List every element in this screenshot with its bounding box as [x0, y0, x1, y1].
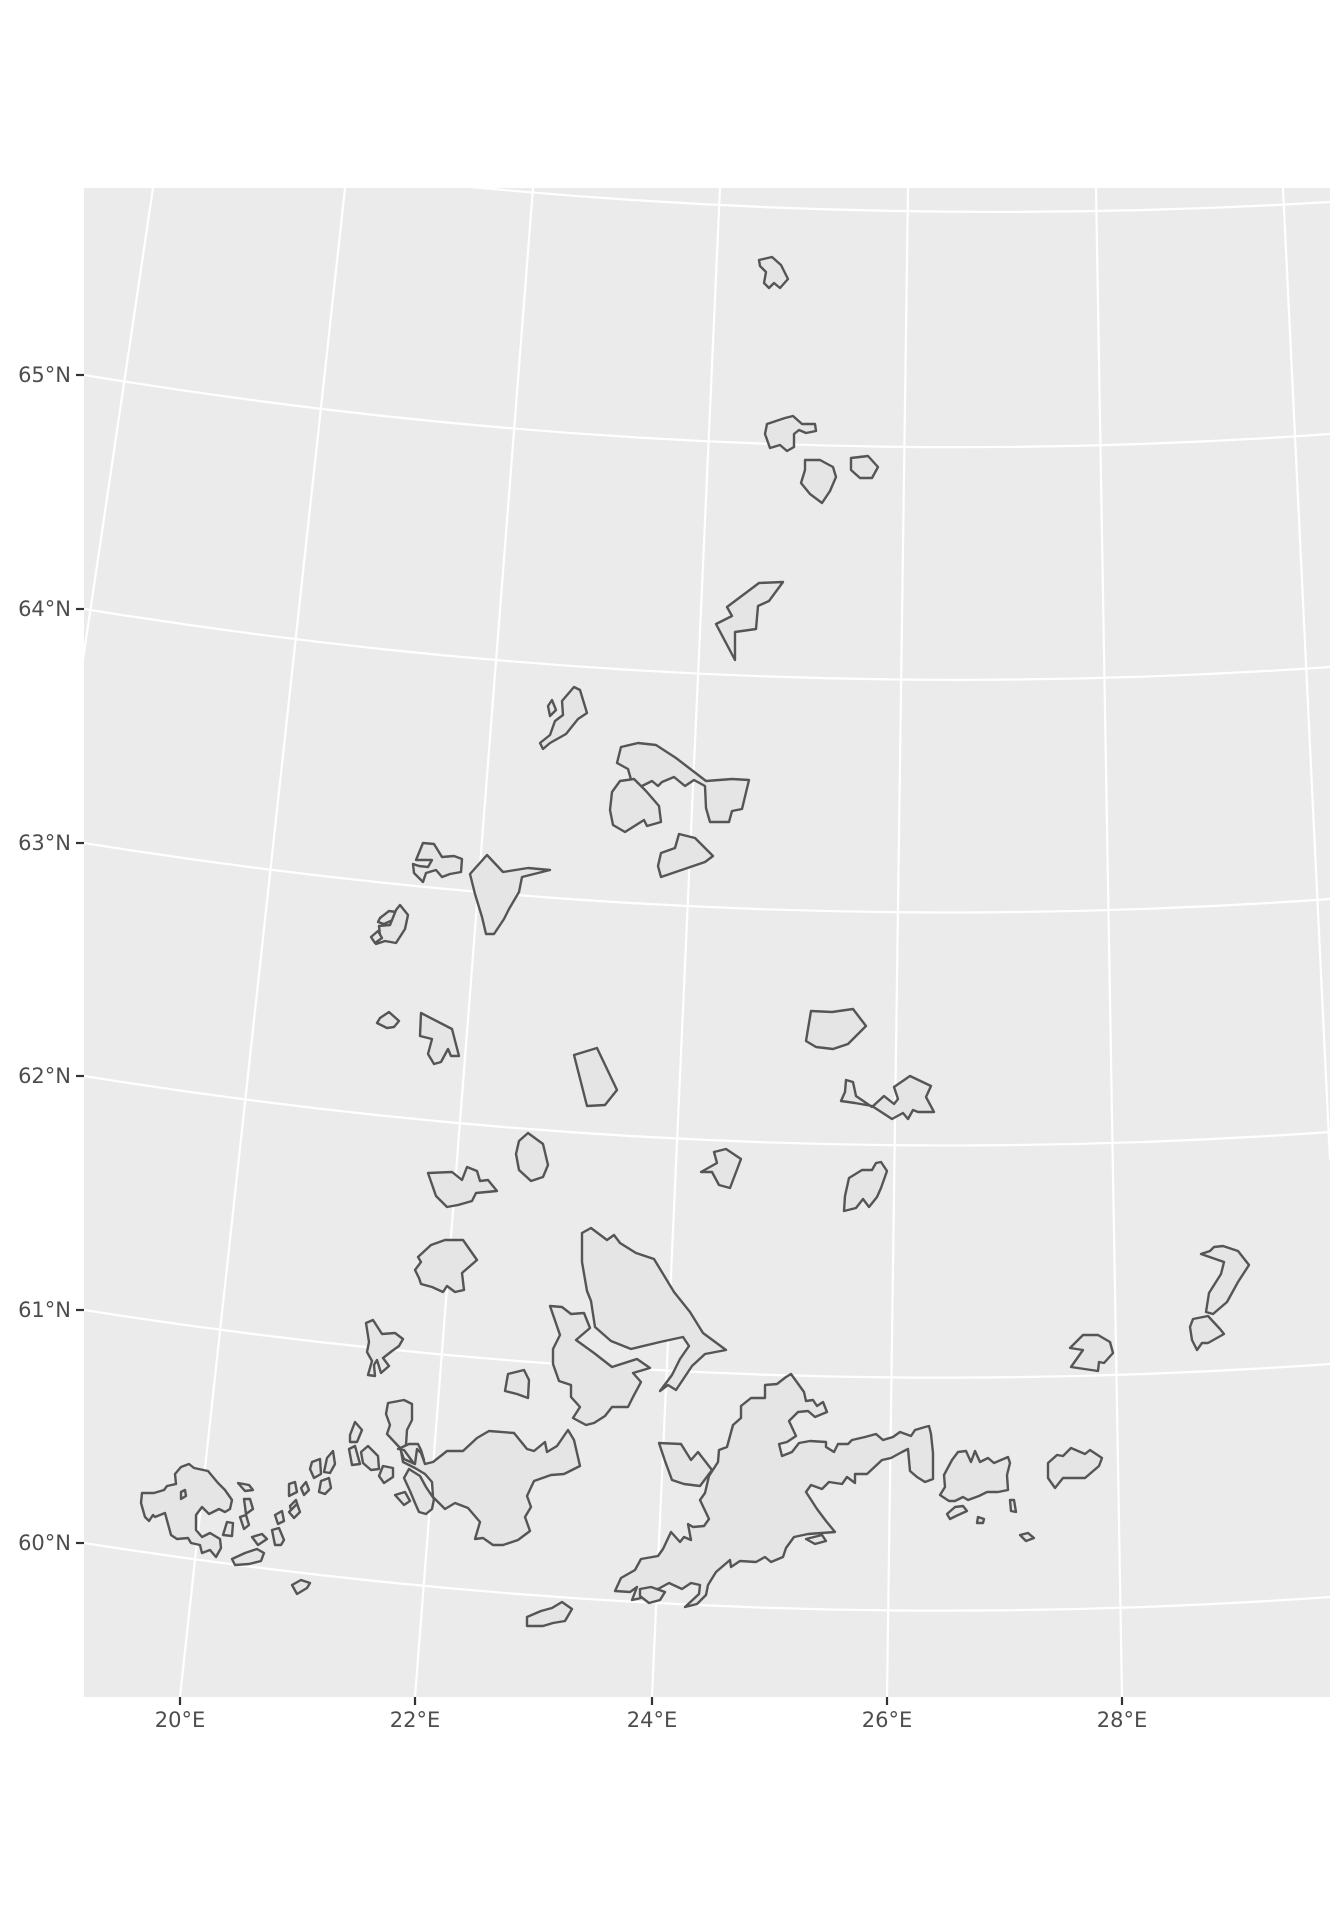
island-polygon — [242, 1497, 255, 1516]
island-polygon — [402, 1467, 436, 1516]
island-polygon — [317, 1476, 333, 1496]
latitude-label: 60°N — [18, 1531, 71, 1555]
island-polygon — [613, 1372, 935, 1609]
island-polygon — [572, 1046, 619, 1108]
island-polygon — [374, 903, 410, 946]
graticule-parallel — [84, 607, 1330, 681]
island-polygon — [757, 255, 790, 290]
island-polygon — [369, 929, 384, 945]
latitude-label: 65°N — [18, 363, 71, 387]
island-polygon — [221, 1520, 235, 1538]
island-polygon — [503, 1368, 531, 1400]
island-polygon — [938, 1449, 1012, 1503]
island-polygon — [945, 1504, 969, 1521]
latitude-label: 62°N — [18, 1064, 71, 1088]
latitude-label: 64°N — [18, 597, 71, 621]
island-polygon — [364, 1318, 405, 1378]
longitude-axis: 20°E 22°E 24°E 26°E 28°E — [155, 1697, 1148, 1732]
graticule-parallel — [84, 373, 1330, 449]
island-polygon — [657, 1441, 714, 1488]
map-panel — [84, 188, 1330, 1697]
island-polygon — [714, 580, 785, 662]
island-polygon — [238, 1513, 251, 1531]
island-polygon — [580, 1226, 728, 1393]
island-polygon — [638, 1585, 667, 1605]
island-polygon — [525, 1600, 574, 1628]
graticule-parallel — [84, 1074, 1330, 1147]
island-polygon — [308, 1457, 323, 1480]
island-polygon — [842, 1160, 889, 1213]
island-polygon — [763, 414, 818, 453]
island-polygon — [411, 841, 464, 884]
island-polygon — [273, 1509, 286, 1526]
graticule-meridian — [413, 188, 535, 1697]
island-polygon — [399, 1428, 582, 1547]
island-polygon — [270, 1526, 286, 1547]
island-polygon — [799, 458, 838, 505]
island-polygon — [538, 685, 589, 751]
island-polygon — [468, 853, 552, 936]
island-polygon — [287, 1480, 299, 1498]
latitude-label: 63°N — [18, 831, 71, 855]
longitude-label: 28°E — [1097, 1708, 1148, 1732]
graticule-parallel — [84, 1308, 1330, 1379]
longitude-label: 20°E — [155, 1708, 206, 1732]
island-polygon — [393, 1490, 412, 1507]
island-polygon — [699, 1147, 743, 1190]
island-polygon — [299, 1480, 311, 1497]
island-polygon — [656, 832, 715, 879]
island-polygon — [375, 1010, 401, 1030]
island-polygon — [608, 777, 663, 834]
island-polygon — [1046, 1446, 1104, 1490]
island-polygon — [413, 1238, 479, 1294]
island-polygon — [514, 1131, 550, 1183]
island-polygon — [839, 1074, 936, 1121]
island-polygon — [377, 1464, 395, 1485]
island-polygon — [1188, 1314, 1226, 1352]
longitude-label: 22°E — [390, 1708, 441, 1732]
island-polygon — [426, 1165, 499, 1209]
island-polygon — [322, 1449, 337, 1475]
island-polygon — [1199, 1244, 1251, 1316]
graticule-meridian — [1281, 188, 1330, 1161]
graticule-parallel — [84, 841, 1330, 914]
latitude-label: 61°N — [18, 1298, 71, 1322]
graticule-meridian — [1094, 188, 1124, 1697]
graticule-parallel — [84, 1541, 1330, 1612]
graticule-meridian — [84, 188, 155, 661]
longitude-label: 26°E — [862, 1708, 913, 1732]
island-polygon — [548, 1304, 652, 1427]
island-polygon — [418, 1011, 461, 1066]
island-polygon — [546, 698, 558, 718]
island-polygon — [290, 1578, 312, 1596]
island-polygon — [348, 1420, 364, 1444]
island-polygon — [975, 1515, 986, 1525]
island-polygon — [179, 1488, 188, 1501]
island-polygon — [236, 1481, 255, 1493]
island-polygon — [347, 1444, 362, 1467]
island-polygon — [139, 1462, 234, 1559]
island-polygon — [359, 1444, 381, 1472]
longitude-label: 24°E — [627, 1708, 678, 1732]
latitude-axis: 65°N 64°N 63°N 62°N 61°N 60°N — [18, 363, 84, 1555]
land-polygons — [139, 255, 1251, 1628]
island-polygon — [849, 454, 880, 480]
island-polygon — [250, 1532, 269, 1547]
island-polygon — [1068, 1333, 1115, 1373]
island-polygon — [804, 1533, 828, 1546]
island-polygon — [804, 1007, 868, 1051]
graticule-parallel — [469, 188, 1330, 214]
island-polygon — [1008, 1498, 1018, 1514]
island-polygon — [230, 1547, 266, 1567]
graticule-meridian — [178, 188, 347, 1697]
island-polygon — [287, 1502, 302, 1520]
island-polygon — [1018, 1531, 1036, 1543]
